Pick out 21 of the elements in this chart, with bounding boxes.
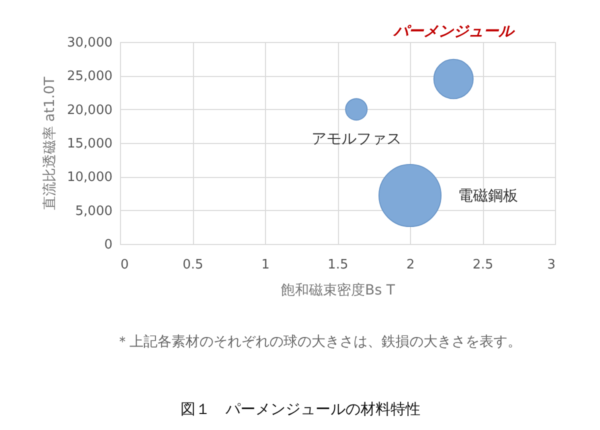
series-label: パーメンジュール [392,22,516,40]
x-tick-label: 1 [261,258,270,272]
y-tick-label: 20,000 [67,102,112,118]
y-tick-label: 15,000 [67,136,112,152]
x-axis-title: 飽和磁束密度Bs T [281,282,396,298]
x-tick-label: 3 [547,258,556,272]
text: ＊上記各素材のそれぞれの球の大きさは、鉄損の大きさを表す。 [116,334,522,350]
x-tick-label: 2.5 [472,258,494,272]
series-label: 電磁鋼板 [458,186,518,205]
x-tick-label: 0 [120,258,129,272]
x-tick-label: 2 [406,258,415,272]
y-tick-label: 25,000 [67,69,112,84]
y-tick-label: 5,000 [75,204,112,219]
text: 図１ パーメンジュールの材料特性 [180,400,420,418]
y-tick-label: 10,000 [67,170,112,186]
y-tick-label: 0 [104,238,112,252]
series-label: アモルファス [311,129,402,148]
x-tick-label: 0.5 [182,258,204,272]
y-tick-label: 30,000 [67,36,112,50]
y-axis-title: 直流比透磁率 at1.0T [42,76,58,210]
x-tick-label: 1.5 [328,258,348,272]
